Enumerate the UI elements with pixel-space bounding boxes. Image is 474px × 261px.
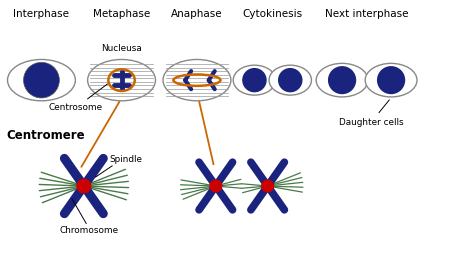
Text: Chromosome: Chromosome	[59, 226, 118, 235]
Text: Interphase: Interphase	[13, 9, 70, 19]
Ellipse shape	[242, 68, 267, 92]
Ellipse shape	[76, 179, 91, 193]
Ellipse shape	[261, 180, 274, 193]
Ellipse shape	[365, 63, 417, 97]
Ellipse shape	[233, 65, 276, 95]
Text: Centrosome: Centrosome	[48, 84, 108, 112]
Ellipse shape	[328, 66, 356, 94]
Ellipse shape	[163, 60, 231, 101]
Ellipse shape	[377, 66, 405, 94]
Ellipse shape	[24, 62, 59, 98]
Ellipse shape	[209, 180, 222, 193]
Ellipse shape	[278, 68, 302, 92]
Text: Spindle: Spindle	[110, 155, 143, 164]
Ellipse shape	[316, 63, 368, 97]
Text: Centromere: Centromere	[6, 129, 85, 142]
Text: Anaphase: Anaphase	[171, 9, 223, 19]
Ellipse shape	[88, 60, 155, 101]
Ellipse shape	[269, 65, 311, 95]
Text: Next interphase: Next interphase	[325, 9, 408, 19]
Text: Metaphase: Metaphase	[93, 9, 150, 19]
Text: Daughter cells: Daughter cells	[339, 100, 403, 127]
Ellipse shape	[8, 60, 75, 101]
Text: Nucleusa: Nucleusa	[101, 44, 142, 53]
Text: Cytokinesis: Cytokinesis	[242, 9, 302, 19]
